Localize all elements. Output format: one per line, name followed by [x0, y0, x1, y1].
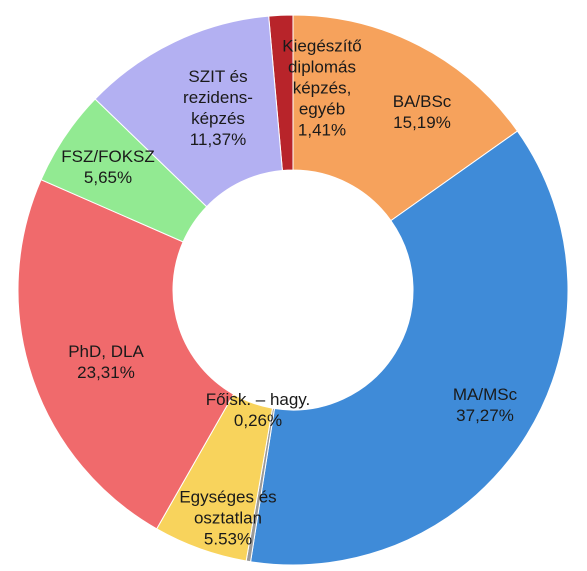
slice-label: BA/BSc 15,19% [377, 91, 467, 133]
slice-label: Egységes és osztatlan 5.53% [178, 487, 278, 550]
slice-label: Főisk. – hagy. 0,26% [193, 389, 323, 431]
value-label: 5,65% [83, 168, 133, 187]
category-label: BA/BSc [392, 92, 452, 111]
value-label: 1,41% [297, 120, 347, 140]
slice-label: PhD, DLA 23,31% [51, 341, 161, 383]
category-label: Egységes és osztatlan [179, 487, 277, 528]
slice [292, 14, 519, 222]
value-label: 11,37% [189, 130, 247, 149]
value-label: 0,26% [233, 411, 283, 430]
slice [94, 15, 283, 208]
category-label: Főisk. – hagy. [205, 390, 311, 409]
slice-label: Kiegészítő diplomás képzés, egyéb 1,41% [277, 36, 367, 141]
slice [250, 130, 569, 566]
value-label: 23,31% [77, 363, 135, 382]
slice [17, 179, 235, 530]
value-label: 5.53% [203, 529, 253, 549]
value-label: 37,27% [456, 406, 514, 425]
category-label: SZIT és rezidens-képzés [183, 67, 253, 128]
slice-label: MA/MSc 37,27% [440, 384, 530, 426]
slice-label: SZIT és rezidens-képzés 11,37% [168, 66, 268, 150]
category-label: PhD, DLA [68, 342, 144, 361]
value-label: 15,19% [393, 113, 451, 132]
category-label: Kiegészítő diplomás képzés, egyéb [282, 36, 362, 119]
slice-label: FSZ/FOKSZ 5,65% [53, 146, 163, 188]
category-label: FSZ/FOKSZ [61, 147, 155, 166]
category-label: MA/MSc [452, 385, 518, 404]
